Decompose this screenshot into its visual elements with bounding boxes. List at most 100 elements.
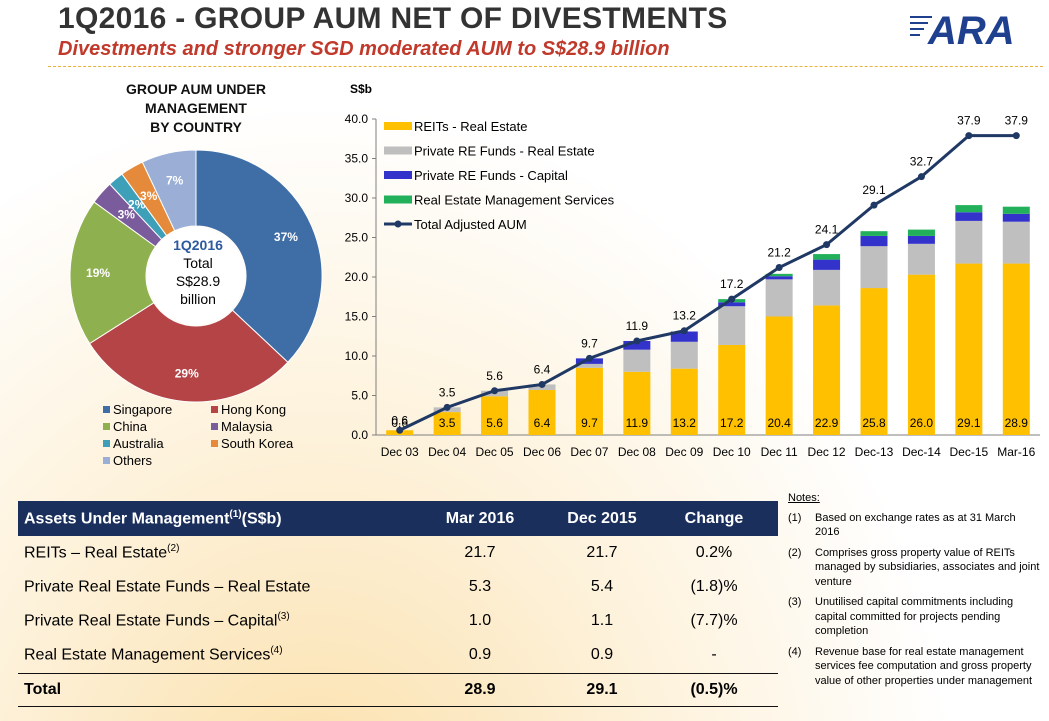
legend-label: Private RE Funds - Real Estate (414, 144, 595, 159)
bar-data-label: 5.6 (486, 416, 503, 430)
legend-label: China (113, 419, 147, 434)
bar-real-estate-management-services (860, 231, 888, 236)
bar-private-re-funds-real-estate (718, 306, 746, 345)
bar-reits-real-estate (907, 274, 935, 435)
bar-data-label: 11.9 (626, 416, 649, 430)
table-row: Private Real Estate Funds – Real Estate … (18, 570, 778, 604)
bar-private-re-funds-capital (860, 235, 888, 247)
total-aum-point (965, 132, 973, 140)
legend-label: Others (113, 453, 153, 468)
bar-private-re-funds-real-estate (670, 341, 698, 369)
x-tick-label: Dec-13 (855, 445, 894, 459)
y-tick-label: 20.0 (345, 270, 369, 284)
total-aum-point (823, 241, 831, 249)
legend-label: Private RE Funds - Capital (414, 168, 568, 183)
total-aum-point (728, 295, 736, 303)
bar-private-re-funds-capital (1002, 213, 1030, 222)
total-dec: 29.1 (586, 681, 618, 698)
bar-reits-real-estate (670, 368, 698, 435)
legend-swatch-private-re-funds-capital (384, 171, 412, 179)
table-row: Private Real Estate Funds – Capital(3) 1… (18, 604, 778, 638)
bar-private-re-funds-real-estate (575, 363, 603, 368)
legend-label: REITs - Real Estate (414, 119, 527, 134)
bar-reits-real-estate (765, 316, 793, 435)
line-data-label: 6.4 (534, 362, 551, 376)
bar-reits-real-estate (528, 389, 556, 435)
bar-data-label: 26.0 (910, 416, 934, 430)
row-dec: 5.4 (590, 578, 614, 595)
page-subtitle: Divestments and stronger SGD moderated A… (58, 38, 670, 60)
x-tick-label: Dec 06 (523, 445, 561, 459)
total-label: Total (24, 681, 62, 698)
pie-center-line: S$28.9 (175, 273, 221, 289)
total-aum-point (680, 327, 688, 335)
bar-private-re-funds-real-estate (1002, 221, 1030, 264)
x-tick-label: Dec 08 (618, 445, 656, 459)
legend-swatch (103, 440, 110, 447)
legend-swatch (103, 457, 110, 464)
total-aum-line (399, 134, 1017, 432)
bar-private-re-funds-capital (670, 331, 698, 342)
line-data-label: 3.5 (439, 385, 456, 399)
x-tick-label: Dec 07 (570, 445, 608, 459)
bar-data-label: 9.7 (581, 416, 598, 430)
legend-item-hong-kong: Hong Kong (211, 402, 319, 417)
bar-data-label: 29.1 (957, 416, 981, 430)
pie-center-title: 1Q2016 (173, 237, 223, 253)
bar-real-estate-management-services (765, 273, 793, 277)
bar-private-re-funds-capital (813, 259, 841, 270)
pie-chart-title: GROUP AUM UNDER MANAGEMENT BY COUNTRY (92, 80, 300, 137)
line-data-label: 5.6 (486, 369, 503, 383)
row-mar: 21.7 (464, 544, 496, 561)
x-tick-label: Dec-15 (950, 445, 989, 459)
bar-reits-real-estate (860, 288, 888, 435)
row-mar: 0.9 (468, 646, 492, 663)
bar-reits-real-estate (575, 367, 603, 435)
line-data-label: 17.2 (720, 277, 744, 291)
row-change: - (711, 646, 717, 663)
line-data-label: 29.1 (862, 183, 886, 197)
bar-real-estate-management-services (907, 229, 935, 236)
x-tick-label: Dec 04 (428, 445, 466, 459)
table-header-label: Assets Under Management(1)(S$b) (24, 508, 282, 528)
note-item: (1) Based on exchange rates as at 31 Marc… (788, 511, 1016, 539)
table-header-dec: Dec 2015 (567, 509, 637, 527)
bar-reits-real-estate (433, 412, 461, 435)
pie-slice-label: 37% (274, 230, 298, 244)
y-tick-label: 25.0 (345, 231, 369, 245)
bar-private-re-funds-real-estate (623, 349, 651, 372)
legend-label: South Korea (221, 436, 294, 451)
row-change: (7.7)% (690, 612, 738, 629)
legend-row: Australia South Korea (103, 435, 323, 452)
line-data-label: 37.9 (957, 114, 981, 128)
legend-item-singapore: Singapore (103, 402, 211, 417)
bar-real-estate-management-services (813, 254, 841, 260)
note-item: (2) Comprises gross property value of REI… (788, 546, 1040, 588)
total-aum-point (491, 387, 499, 395)
legend-item-others: Others (103, 453, 211, 468)
pie-center-line: billion (180, 291, 216, 307)
line-data-label: 11.9 (626, 319, 649, 333)
row-label: Private Real Estate Funds – Capital (24, 612, 278, 630)
pie-slice-label: 3% (140, 189, 158, 203)
logo-text: ARA (927, 9, 1015, 50)
pie-chart: 37%29%19%3%2%3%7% (69, 149, 323, 403)
line-data-label: 37.9 (1005, 114, 1029, 128)
bar-reits-real-estate (623, 371, 651, 435)
line-data-label: 24.1 (815, 223, 839, 237)
total-aum-point (538, 380, 546, 388)
y-tick-label: 10.0 (345, 349, 369, 363)
title-divider (48, 66, 1043, 67)
legend-item-south-korea: South Korea (211, 436, 319, 451)
bar-data-label: 22.9 (815, 416, 839, 430)
pie-center-line: Total (183, 255, 213, 271)
total-aum-point (775, 264, 783, 272)
pie-slice-others (141, 149, 197, 232)
row-label: Real Estate Management Services (24, 646, 271, 664)
bar-reits-real-estate (813, 305, 841, 435)
total-aum-point (1012, 132, 1020, 140)
total-aum-point (443, 403, 451, 411)
legend-row: Others (103, 452, 323, 469)
row-change: (1.8)% (690, 578, 738, 595)
row-dec: 21.7 (586, 544, 618, 561)
